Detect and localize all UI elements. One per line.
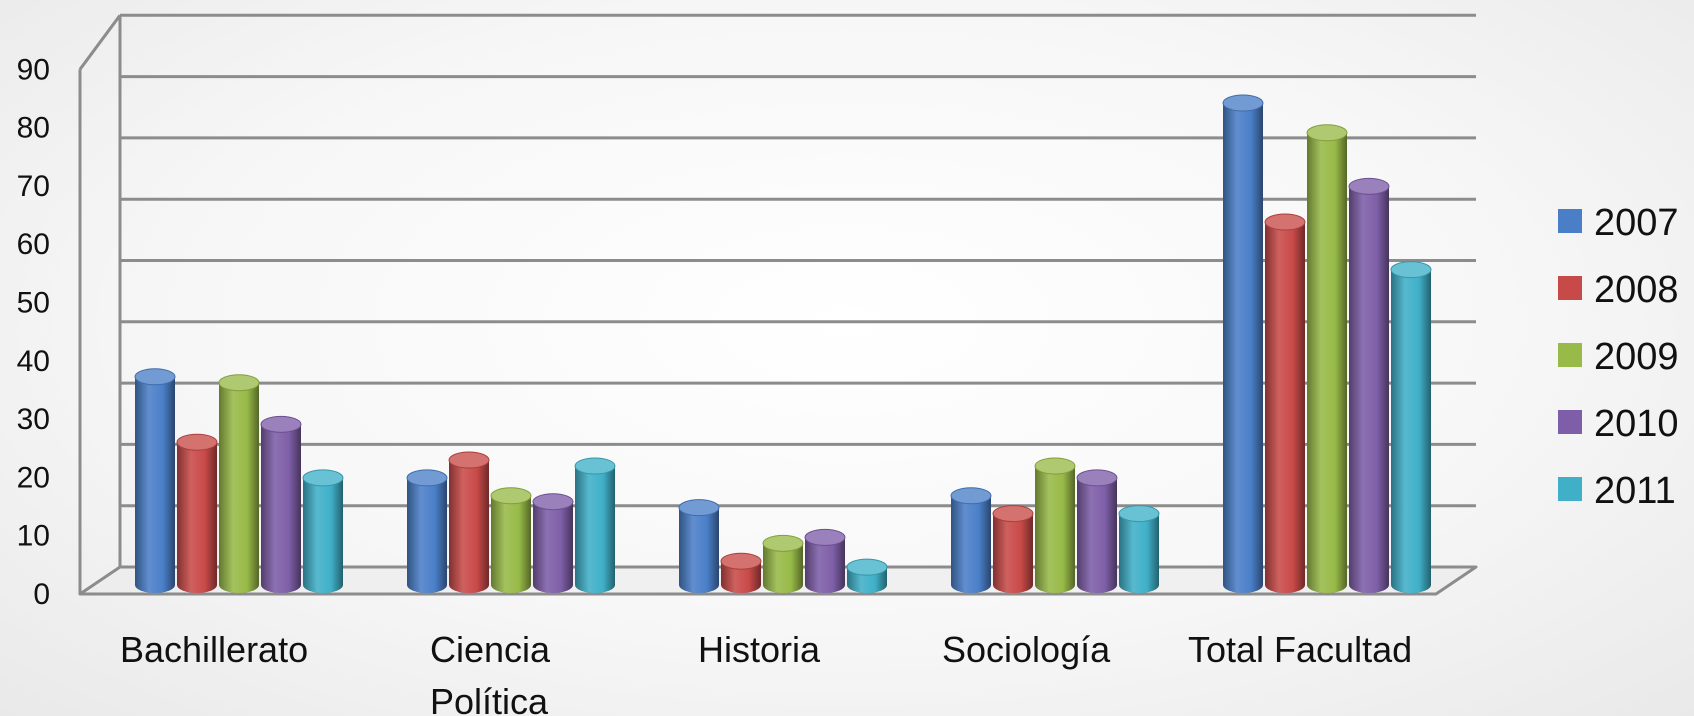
bar	[490, 487, 532, 593]
y-tick-label: 50	[17, 287, 50, 320]
bar	[1076, 469, 1118, 593]
bar	[260, 415, 302, 593]
legend-swatch	[1558, 276, 1582, 300]
bar	[678, 499, 720, 593]
legend-swatch	[1558, 343, 1582, 367]
bar	[1306, 124, 1348, 594]
y-tick-label: 10	[17, 520, 50, 553]
y-tick-label: 90	[17, 53, 50, 86]
bar	[406, 469, 448, 593]
x-category-label: Bachillerato	[120, 629, 308, 670]
bar	[1118, 505, 1160, 593]
bar	[992, 505, 1034, 593]
bar	[532, 493, 574, 593]
legend-label: 2008	[1594, 269, 1679, 311]
bar	[176, 433, 218, 593]
bar	[846, 558, 888, 593]
chart-legend: 2007 2008 2009 2010 2011	[1558, 202, 1679, 512]
y-tick-label: 0	[33, 578, 50, 611]
chart-bars	[134, 94, 1432, 594]
legend-swatch	[1558, 410, 1582, 434]
legend-label: 2007	[1594, 202, 1679, 244]
bar	[804, 528, 846, 593]
x-axis-category-labels: Bachillerato Ciencia Política Historia Socio…	[120, 629, 1412, 716]
legend-swatch	[1558, 209, 1582, 233]
legend-label: 2009	[1594, 336, 1679, 378]
y-tick-label: 60	[17, 228, 50, 261]
x-category-label: Historia	[698, 629, 821, 670]
bar	[950, 487, 992, 593]
x-category-label: Total Facultad	[1188, 629, 1412, 670]
bar	[134, 368, 176, 593]
legend-label: 2010	[1594, 403, 1679, 445]
bar	[218, 374, 260, 593]
bar	[448, 451, 490, 593]
y-tick-label: 20	[17, 461, 50, 494]
y-tick-label: 80	[17, 112, 50, 145]
bar	[1348, 177, 1390, 593]
x-category-label: Sociología	[942, 629, 1111, 670]
x-category-label: Política	[430, 681, 549, 716]
bar	[1264, 213, 1306, 594]
y-tick-label: 30	[17, 403, 50, 436]
bar	[574, 457, 616, 593]
y-axis-tick-labels: 0 10 20 30 40 50 60 70 80 90	[17, 53, 50, 611]
bar	[1034, 457, 1076, 593]
wall-top-edge	[78, 14, 122, 71]
legend-label: 2011	[1594, 470, 1676, 512]
y-tick-label: 40	[17, 345, 50, 378]
bar	[762, 534, 804, 593]
bar	[720, 552, 762, 593]
bar	[1222, 94, 1264, 594]
legend-swatch	[1558, 477, 1582, 501]
bar	[1390, 261, 1432, 593]
x-category-label: Ciencia	[430, 629, 551, 670]
y-tick-label: 70	[17, 170, 50, 203]
bar	[302, 469, 344, 593]
